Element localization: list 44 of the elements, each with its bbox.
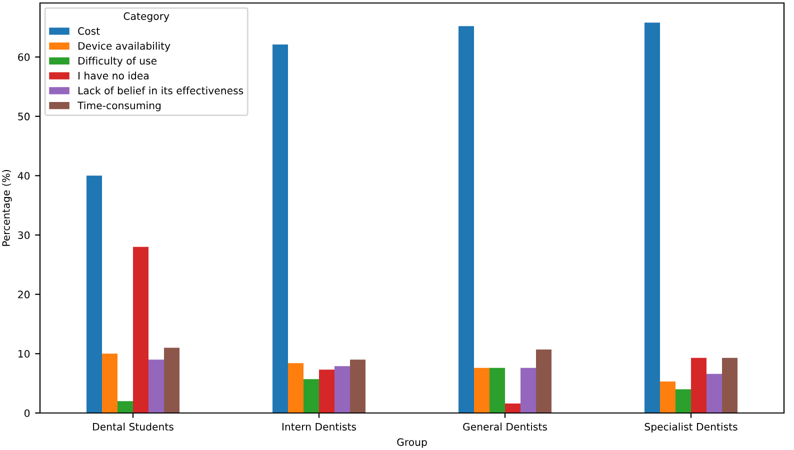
bar: [474, 368, 490, 413]
bar: [676, 389, 691, 413]
x-tick-label: Specialist Dentists: [644, 422, 738, 433]
y-tick-label: 10: [18, 350, 30, 358]
bar: [272, 44, 288, 413]
bar: [505, 404, 520, 413]
bar: [148, 360, 164, 413]
bar: [319, 370, 334, 413]
bar: [722, 358, 738, 413]
x-tick-label: General Dentists: [463, 422, 547, 431]
legend-label: Device availability: [78, 42, 170, 52]
legend-label: Lack of belief in its effectiveness: [78, 86, 244, 94]
y-tick-label: 0: [24, 409, 30, 417]
y-tick-label: 50: [18, 112, 30, 120]
bar: [86, 176, 102, 413]
legend-label: Difficulty of use: [78, 56, 157, 67]
bar: [288, 363, 304, 413]
y-tick-label: 60: [18, 53, 30, 61]
legend-title: Category: [124, 12, 170, 22]
legend-label: Cost: [78, 27, 100, 35]
bar: [102, 354, 118, 413]
bar: [660, 382, 676, 413]
legend-label: Time-consuming: [77, 101, 161, 112]
y-tick-label: 40: [18, 172, 30, 180]
bar: [706, 374, 722, 413]
bar: [133, 246, 148, 413]
bar: [520, 368, 536, 413]
legend-label: I have no idea: [78, 72, 148, 80]
bar: [350, 360, 366, 413]
bar: [304, 379, 319, 413]
x-tick-label: Intern Dentists: [282, 422, 356, 431]
y-tick-label: 30: [18, 231, 30, 239]
bar: [118, 401, 133, 413]
bar: [536, 350, 552, 413]
bar: [164, 348, 180, 413]
bar: [458, 26, 474, 413]
y-tick-label: 20: [18, 290, 30, 298]
bar: [334, 366, 350, 413]
bar: [490, 368, 505, 413]
x-axis-title: Group: [397, 438, 427, 448]
bar: [644, 22, 660, 413]
bar: [691, 358, 706, 413]
y-axis-title: Percentage (%): [2, 170, 12, 246]
x-tick-label: Dental Students: [93, 422, 174, 431]
